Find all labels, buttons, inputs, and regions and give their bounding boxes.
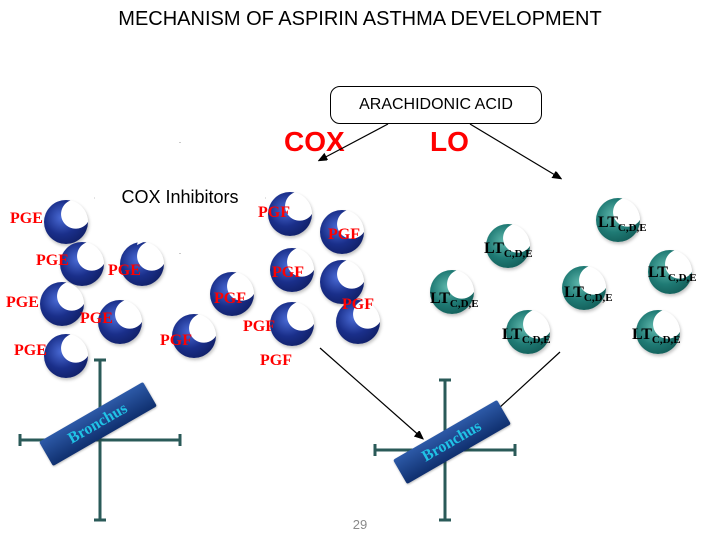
pg-label: PGF [214, 290, 246, 308]
pg-label: PGF [260, 352, 292, 370]
pg-label: PGF [342, 296, 374, 314]
pg-sphere [44, 200, 88, 244]
pg-label: PGE [6, 294, 39, 312]
pg-label: PGE [10, 210, 43, 228]
pg-label: PGF [243, 318, 275, 336]
lt-label: LTC,D,E [564, 284, 613, 304]
lt-label: LTC,D,E [430, 290, 479, 310]
pg-sphere [40, 282, 84, 326]
lt-label: LTC,D,E [598, 214, 647, 234]
pg-label: PGE [36, 252, 69, 270]
lt-label: LTC,D,E [502, 326, 551, 346]
pg-sphere [270, 302, 314, 346]
pg-label: PGF [160, 332, 192, 350]
cox-inhibitors-label: COX Inhibitors [121, 188, 238, 208]
pg-label: PGE [108, 262, 141, 280]
cox-inhibitors-burst: COX Inhibitors [94, 142, 266, 254]
pg-label: PGE [80, 310, 113, 328]
pg-label: PGF [272, 264, 304, 282]
pg-label: PGF [328, 226, 360, 244]
lt-label: LTC,D,E [648, 264, 697, 284]
page-number: 29 [0, 517, 720, 532]
pg-sphere [44, 334, 88, 378]
lt-label: LTC,D,E [484, 240, 533, 260]
lt-label: LTC,D,E [632, 326, 681, 346]
diagram-stage: MECHANISM OF ASPIRIN ASTHMA DEVELOPMENT … [0, 0, 720, 540]
pg-label: PGE [14, 342, 47, 360]
